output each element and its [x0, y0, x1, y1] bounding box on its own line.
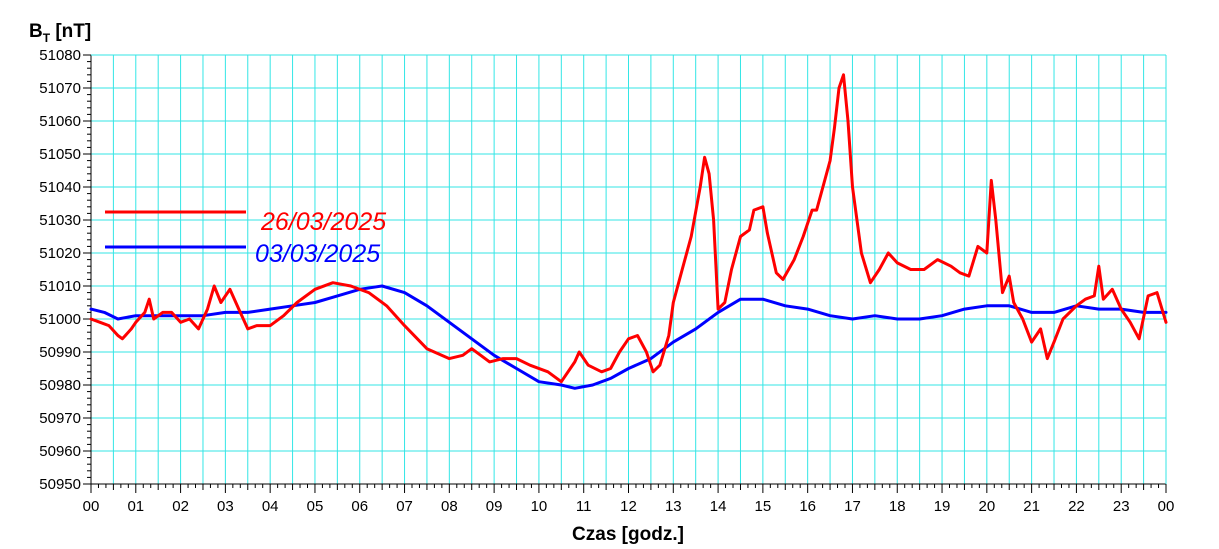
x-tick-label: 05 [307, 498, 324, 515]
x-tick-label: 11 [576, 498, 592, 515]
legend-label: 26/03/2025 [260, 208, 386, 236]
x-tick-label: 14 [710, 498, 727, 515]
y-tick-label: 50970 [39, 410, 81, 427]
x-tick-label: 07 [396, 498, 413, 515]
y-tick-label: 50960 [39, 443, 81, 460]
x-tick-label: 15 [755, 498, 772, 515]
y-tick-label: 51070 [39, 80, 81, 97]
y-axis-title-unit: [nT] [50, 21, 91, 42]
grid [91, 55, 1166, 484]
x-tick-label: 12 [620, 498, 637, 515]
x-tick-label: 02 [172, 498, 189, 515]
legend-label: 03/03/2025 [255, 240, 380, 268]
y-axis: 50950 50960 50970 50980 50990 51000 51010 51020… [39, 47, 91, 493]
legend: 26/03/2025 03/03/2025 [105, 208, 386, 268]
x-tick-label: 03 [217, 498, 234, 515]
y-tick-label: 51030 [39, 212, 81, 229]
y-tick-label: 51060 [39, 113, 81, 130]
x-tick-label: 01 [127, 498, 144, 515]
x-tick-label: 16 [799, 498, 816, 515]
x-axis: 00 01 02 03 04 05 06 07 08 09 10 11 12 13 14 15 16 17 18 19… [83, 484, 1175, 515]
x-tick-label: 04 [262, 498, 279, 515]
y-tick-label: 51050 [39, 146, 81, 163]
y-axis-title: BT [nT] [29, 21, 91, 45]
x-tick-label: 22 [1068, 498, 1085, 515]
x-tick-label: 00 [83, 498, 100, 515]
x-tick-label: 23 [1113, 498, 1130, 515]
x-tick-label: 00 [1158, 498, 1175, 515]
y-axis-title-sub: T [43, 31, 51, 45]
series-group [89, 73, 1168, 390]
y-tick-label: 50990 [39, 344, 81, 361]
x-tick-label: 21 [1023, 498, 1040, 515]
x-tick-label: 09 [486, 498, 503, 515]
series-line [89, 73, 1168, 384]
y-tick-label: 51020 [39, 245, 81, 262]
x-axis-title: Czas [godz.] [572, 524, 684, 545]
x-tick-label: 20 [978, 498, 995, 515]
series-line [89, 284, 1168, 390]
y-tick-label: 50980 [39, 377, 81, 394]
x-tick-label: 18 [889, 498, 906, 515]
y-tick-label: 51080 [39, 47, 81, 64]
x-tick-label: 17 [844, 498, 861, 515]
x-tick-label: 10 [531, 498, 548, 515]
y-tick-label: 51040 [39, 179, 81, 196]
y-tick-label: 51000 [39, 311, 81, 328]
y-axis-title-main: B [29, 21, 43, 42]
y-tick-label: 50950 [39, 476, 81, 493]
x-tick-label: 08 [441, 498, 458, 515]
x-tick-label: 19 [934, 498, 951, 515]
x-tick-label: 13 [665, 498, 682, 515]
x-tick-label: 06 [351, 498, 368, 515]
y-tick-label: 51010 [39, 278, 81, 295]
